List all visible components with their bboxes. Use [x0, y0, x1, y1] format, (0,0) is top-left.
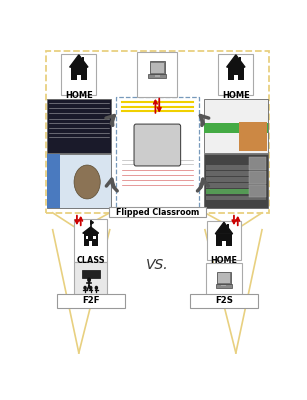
Polygon shape [227, 55, 245, 67]
Bar [228, 67, 244, 80]
FancyBboxPatch shape [218, 54, 253, 94]
Text: CLASS: CLASS [76, 256, 105, 264]
Text: HOME: HOME [65, 90, 93, 100]
Text: HOME: HOME [222, 90, 250, 100]
Bar [239, 57, 241, 62]
Bar [71, 67, 87, 80]
FancyBboxPatch shape [138, 52, 177, 96]
Bar [206, 196, 266, 200]
Bar [77, 75, 80, 80]
Text: VS.: VS. [146, 258, 169, 272]
Bar [84, 233, 98, 246]
Bar [151, 62, 164, 73]
Bar [222, 241, 226, 246]
Bar [234, 75, 238, 80]
FancyBboxPatch shape [134, 124, 181, 166]
Text: F2F: F2F [82, 296, 99, 305]
Bar [204, 124, 268, 133]
FancyBboxPatch shape [206, 263, 242, 304]
Bar [227, 224, 229, 229]
Circle shape [90, 286, 92, 289]
FancyBboxPatch shape [109, 207, 206, 217]
Polygon shape [70, 55, 88, 67]
FancyBboxPatch shape [74, 219, 107, 262]
FancyBboxPatch shape [57, 294, 125, 308]
Bar [148, 74, 166, 78]
FancyBboxPatch shape [116, 97, 199, 210]
FancyBboxPatch shape [61, 54, 96, 94]
Polygon shape [83, 227, 99, 233]
Bar [206, 177, 266, 182]
Bar [150, 62, 165, 74]
Bar [47, 154, 60, 208]
Bar [93, 236, 96, 240]
Bar [47, 99, 111, 153]
Bar [155, 75, 160, 77]
Bar [47, 154, 111, 208]
Bar [89, 241, 92, 246]
Bar [206, 189, 266, 194]
Bar [204, 154, 268, 208]
Polygon shape [215, 222, 233, 234]
Bar [249, 185, 266, 197]
Circle shape [84, 286, 86, 289]
Bar [206, 165, 266, 170]
Bar [249, 157, 266, 170]
Circle shape [74, 165, 100, 199]
Bar [217, 272, 231, 284]
Bar [216, 234, 231, 246]
Bar [249, 171, 266, 184]
Bar [206, 171, 266, 176]
Bar [206, 183, 266, 188]
Bar [239, 122, 267, 151]
Text: HOME: HOME [211, 256, 237, 264]
Text: Flipped Classroom: Flipped Classroom [116, 208, 199, 216]
Bar [218, 273, 230, 282]
Polygon shape [91, 221, 93, 224]
Text: F2S: F2S [215, 296, 233, 305]
Bar [86, 236, 88, 240]
FancyBboxPatch shape [74, 262, 107, 305]
FancyBboxPatch shape [190, 294, 258, 308]
Bar [221, 285, 227, 286]
Circle shape [88, 278, 90, 282]
FancyBboxPatch shape [208, 221, 240, 260]
Circle shape [95, 286, 97, 289]
Bar [204, 99, 268, 153]
Bar [82, 57, 84, 62]
Bar [82, 270, 99, 278]
Bar [216, 284, 232, 288]
